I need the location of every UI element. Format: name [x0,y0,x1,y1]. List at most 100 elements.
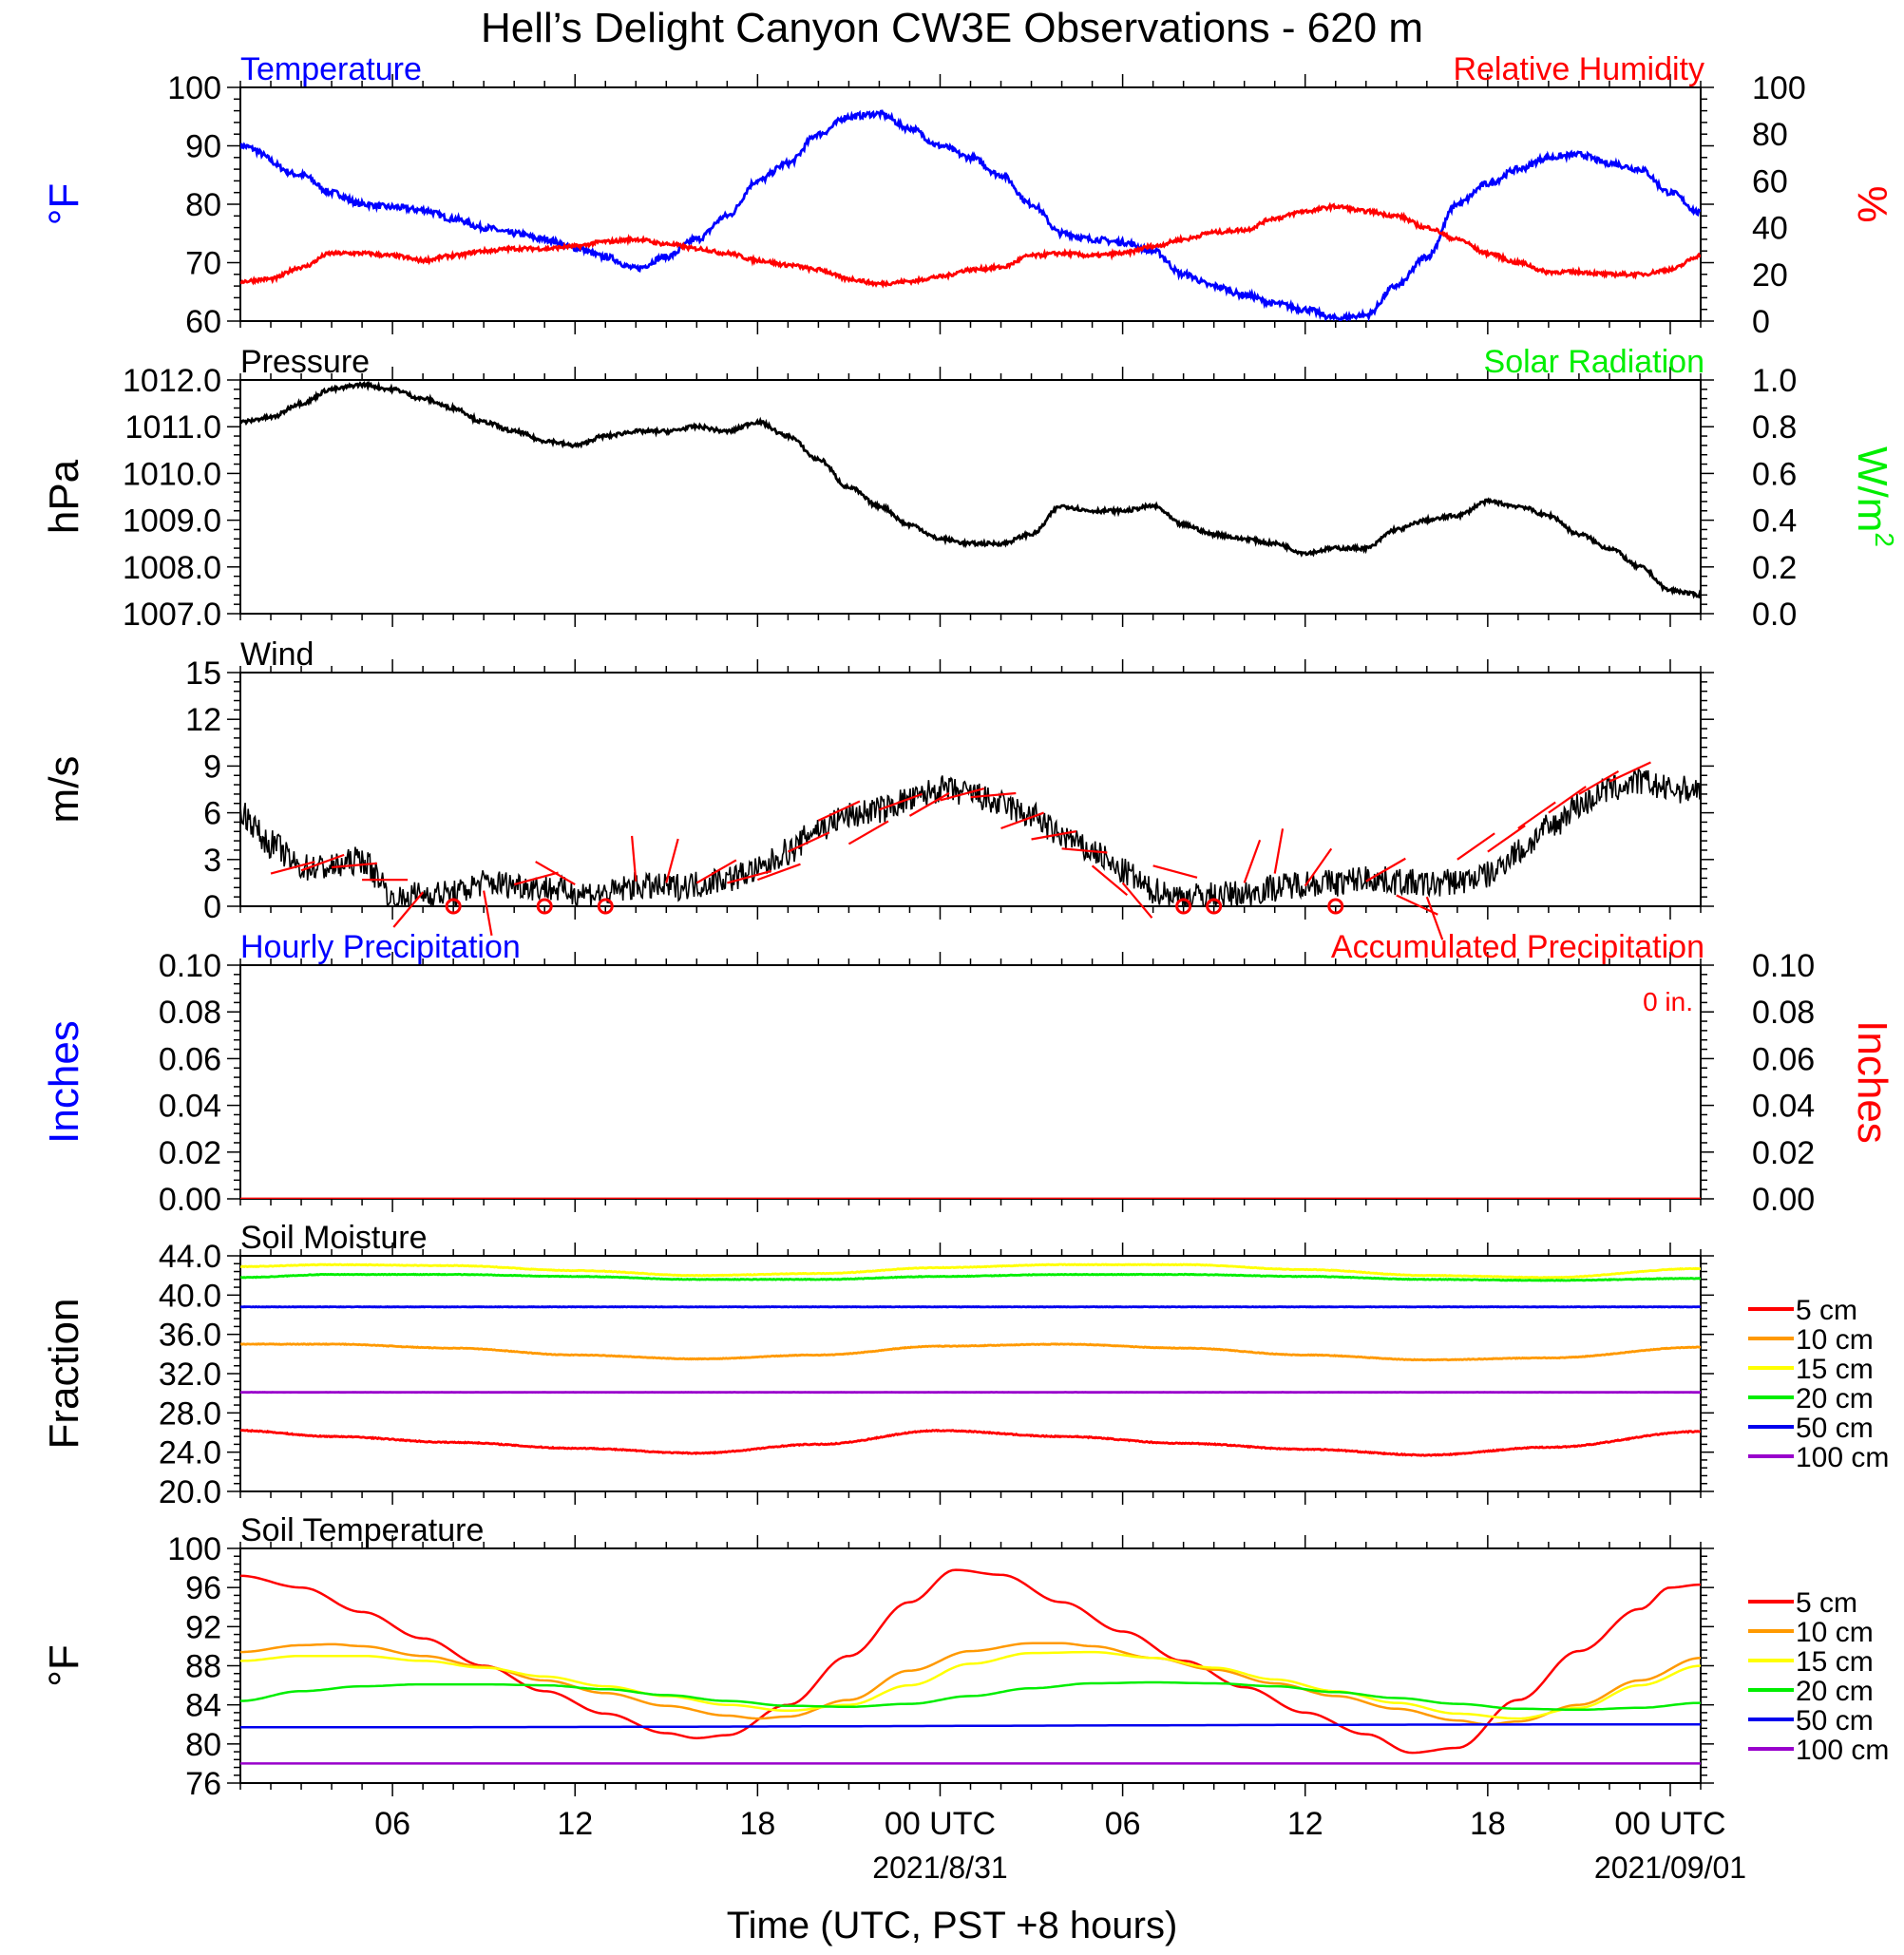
y-tick-label-left: 90 [185,129,221,165]
y-tick-label-left: 88 [185,1649,221,1685]
wind-barb [756,863,801,882]
series-line-50-cm [240,1723,1701,1729]
series-layer [240,767,1701,906]
wind-barb [1578,769,1620,795]
legend-label: 20 cm [1796,1383,1874,1414]
x-tick-label: 18 [1470,1806,1506,1842]
y-tick-label-right: 0 [1752,304,1770,340]
y-tick-label-left: 1008.0 [123,550,221,586]
wind-barb [1425,896,1444,940]
x-tick-label: 12 [557,1806,593,1842]
wind-barb [727,869,771,884]
wind-barbs [270,761,1651,940]
legend-label: 10 cm [1796,1324,1874,1356]
series-line-20-cm [240,1680,1701,1712]
panel-title-right: Solar Radiation [1484,344,1704,380]
y-tick-label-right: 40 [1752,211,1788,247]
legend-label: 10 cm [1796,1617,1874,1648]
wind-barb [1031,830,1077,841]
y-tick-label-left: 36.0 [159,1318,221,1354]
series-line-right-1 [240,201,1701,289]
x-tick-label: 00 UTC [1614,1806,1725,1842]
y-tick-label-left: 1009.0 [123,503,221,540]
wind-barb [392,891,424,928]
wind-barb [1273,828,1285,874]
wind-barb [1517,801,1556,829]
legend-label: 15 cm [1796,1646,1874,1678]
x-tick-label: 06 [1105,1806,1141,1842]
legend-label: 20 cm [1796,1676,1874,1707]
panel-title-left: Pressure [240,344,370,380]
wind-barb [970,791,1017,799]
panel-title-right: Accumulated Precipitation [1331,929,1704,965]
wind-barb [940,787,985,802]
y-tick-label-right: 0.02 [1752,1135,1815,1171]
wind-barb [817,800,861,822]
y-tick-label-left: 0.10 [159,948,221,984]
wind-barb [483,890,493,937]
wind-barb [1457,832,1495,861]
y-tick-label-left: 1012.0 [123,363,221,399]
y-tick-label-right: 0.06 [1752,1041,1815,1077]
y-tick-label-right: 0.6 [1752,456,1797,492]
y-tick-label-left: 3 [203,843,221,879]
y-tick-label-right: 1.0 [1752,363,1797,399]
y-axis-label-right: W/m2 [1849,446,1899,547]
y-tick-label-left: 20.0 [159,1474,221,1510]
y-tick-label-left: 1010.0 [123,456,221,492]
y-tick-label-left: 40.0 [159,1278,221,1314]
series-line-left-0 [240,380,1701,599]
y-tick-label-left: 100 [167,1531,221,1567]
panel-soil_moisture: 44.040.0 36.032.028.024.020.0 Soil Moistur… [41,1220,1889,1510]
wind-barb [1121,882,1153,919]
legend-label: 50 cm [1796,1705,1874,1737]
panel-title-left: Hourly Precipitation [240,929,521,965]
panel-title-left: Wind [240,636,314,673]
wind-calm-marker [1327,898,1344,915]
wind-barb [847,820,889,845]
wind-calm-marker [1206,898,1223,915]
wind-calm-marker [536,898,553,915]
y-tick-label-left: 84 [185,1688,221,1724]
series-layer [240,380,1701,599]
series-line-15-cm [240,1262,1701,1280]
y-tick-label-left: 0.00 [159,1182,221,1218]
y-tick-label-left: 70 [185,246,221,282]
wind-barb [270,861,315,875]
x-tick-label: 18 [739,1806,775,1842]
wind-barb [908,791,950,817]
y-tick-label-left: 0.04 [159,1089,221,1125]
wind-barb [1365,857,1406,883]
y-tick-label-left: 15 [185,655,221,692]
series-layer [240,109,1701,321]
x-axis: 06 12 18 00 UTC 2021/8/31 06 12 18 00 UTC 2021/09… [374,1806,1746,1885]
y-tick-label-left: 0.08 [159,995,221,1031]
panel-precip: 0.10 0.08 0.06 0.04 0.02 0.00 0.10 0.08 0.06 0.04… [41,929,1895,1218]
wind-barb [879,792,923,811]
y-tick-label-right: 0.08 [1752,995,1815,1031]
wind-barb [1304,847,1333,887]
y-tick-label-left: 60 [185,304,221,340]
y-tick-label-left: 92 [185,1609,221,1645]
wind-barb [1152,864,1198,879]
wind-barb [1396,894,1438,916]
y-tick-label-right: 80 [1752,117,1788,153]
y-tick-label-right: 0.10 [1752,948,1815,984]
series-line-15-cm [240,1650,1701,1720]
y-tick-label-right: 0.00 [1752,1182,1815,1218]
wind-calm-marker [597,898,614,915]
wind-barb [1243,839,1262,883]
y-tick-label-right: 0.0 [1752,597,1797,633]
y-tick-label-left: 12 [185,702,221,738]
wind-calm-marker [445,898,462,915]
y-tick-label-right: 0.04 [1752,1089,1815,1125]
y-tick-label-left: 0.06 [159,1041,221,1077]
wind-barb [1000,811,1045,830]
y-tick-label-left: 0 [203,889,221,925]
y-tick-label-left: 0.02 [159,1135,221,1171]
y-tick-label-left: 76 [185,1766,221,1802]
x-axis-label: Time (UTC, PST +8 hours) [727,1905,1178,1946]
